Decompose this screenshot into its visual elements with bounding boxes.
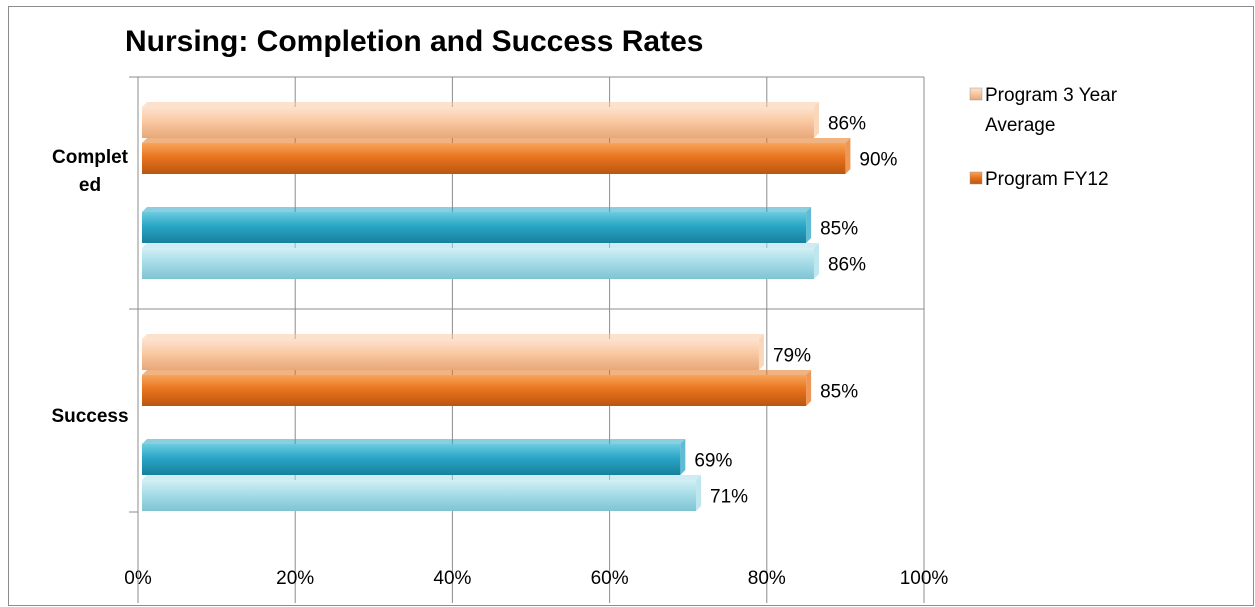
- bar-side-face: [806, 207, 812, 243]
- plot-area: 0% 20% 40% 60% 80% 100% 86% 90% 85% 86% 79% 85% 69% 7…: [51, 76, 949, 603]
- bar-front: [142, 107, 814, 138]
- chart: Nursing: Completion and Success Rates 0%…: [51, 25, 1118, 603]
- bar-top-face: [142, 207, 812, 212]
- x-tick-label: 40%: [433, 568, 471, 589]
- x-tick-label: 0%: [124, 568, 152, 589]
- bar-side-face: [845, 138, 851, 174]
- bar-side-face: [758, 334, 764, 370]
- bar: [142, 370, 812, 406]
- bar: [142, 243, 819, 279]
- bar-front: [142, 375, 807, 406]
- chart-frame: Nursing: Completion and Success Rates 0%…: [8, 6, 1254, 606]
- data-label: 86%: [828, 255, 866, 276]
- chart-title: Nursing: Completion and Success Rates: [125, 25, 703, 58]
- data-label: 85%: [820, 219, 858, 240]
- bar-side-face: [813, 243, 819, 279]
- legend-entry: Program FY12: [985, 169, 1109, 190]
- category-label: Success: [51, 406, 128, 427]
- bar-top-face: [142, 243, 819, 248]
- bar: [142, 475, 702, 511]
- legend-entry: Program 3 Year Average: [985, 85, 1118, 136]
- legend-swatch: [969, 87, 983, 101]
- bar-side-face: [696, 475, 702, 511]
- bar-top-face: [142, 334, 764, 339]
- bar-front: [142, 143, 846, 174]
- x-tick-label: 60%: [591, 568, 629, 589]
- bar-top-face: [142, 439, 686, 444]
- bar-front: [142, 444, 681, 475]
- bar-top-face: [142, 102, 819, 107]
- bar-front: [142, 212, 807, 243]
- bar-front: [142, 480, 697, 511]
- bar-side-face: [806, 370, 812, 406]
- bar: [142, 102, 819, 138]
- data-label: 71%: [710, 487, 748, 508]
- bar-top-face: [142, 138, 851, 143]
- data-label: 79%: [773, 346, 811, 367]
- bar-side-face: [680, 439, 686, 475]
- bar-front: [142, 339, 759, 370]
- legend-swatch: [969, 171, 983, 185]
- bar-top-face: [142, 475, 702, 480]
- bar-side-face: [813, 102, 819, 138]
- legend: Program 3 Year Average Program FY12: [969, 85, 1118, 190]
- data-label: 69%: [694, 451, 732, 472]
- category-label: Complet ed: [52, 147, 129, 196]
- bar: [142, 439, 686, 475]
- bar-front: [142, 248, 814, 279]
- bar: [142, 138, 851, 174]
- data-label: 85%: [820, 382, 858, 403]
- bar-top-face: [142, 370, 812, 375]
- x-tick-label: 100%: [900, 568, 949, 589]
- x-tick-label: 20%: [276, 568, 314, 589]
- bar: [142, 207, 812, 243]
- x-tick-label: 80%: [748, 568, 786, 589]
- data-label: 90%: [859, 150, 897, 171]
- bar: [142, 334, 764, 370]
- data-label: 86%: [828, 114, 866, 135]
